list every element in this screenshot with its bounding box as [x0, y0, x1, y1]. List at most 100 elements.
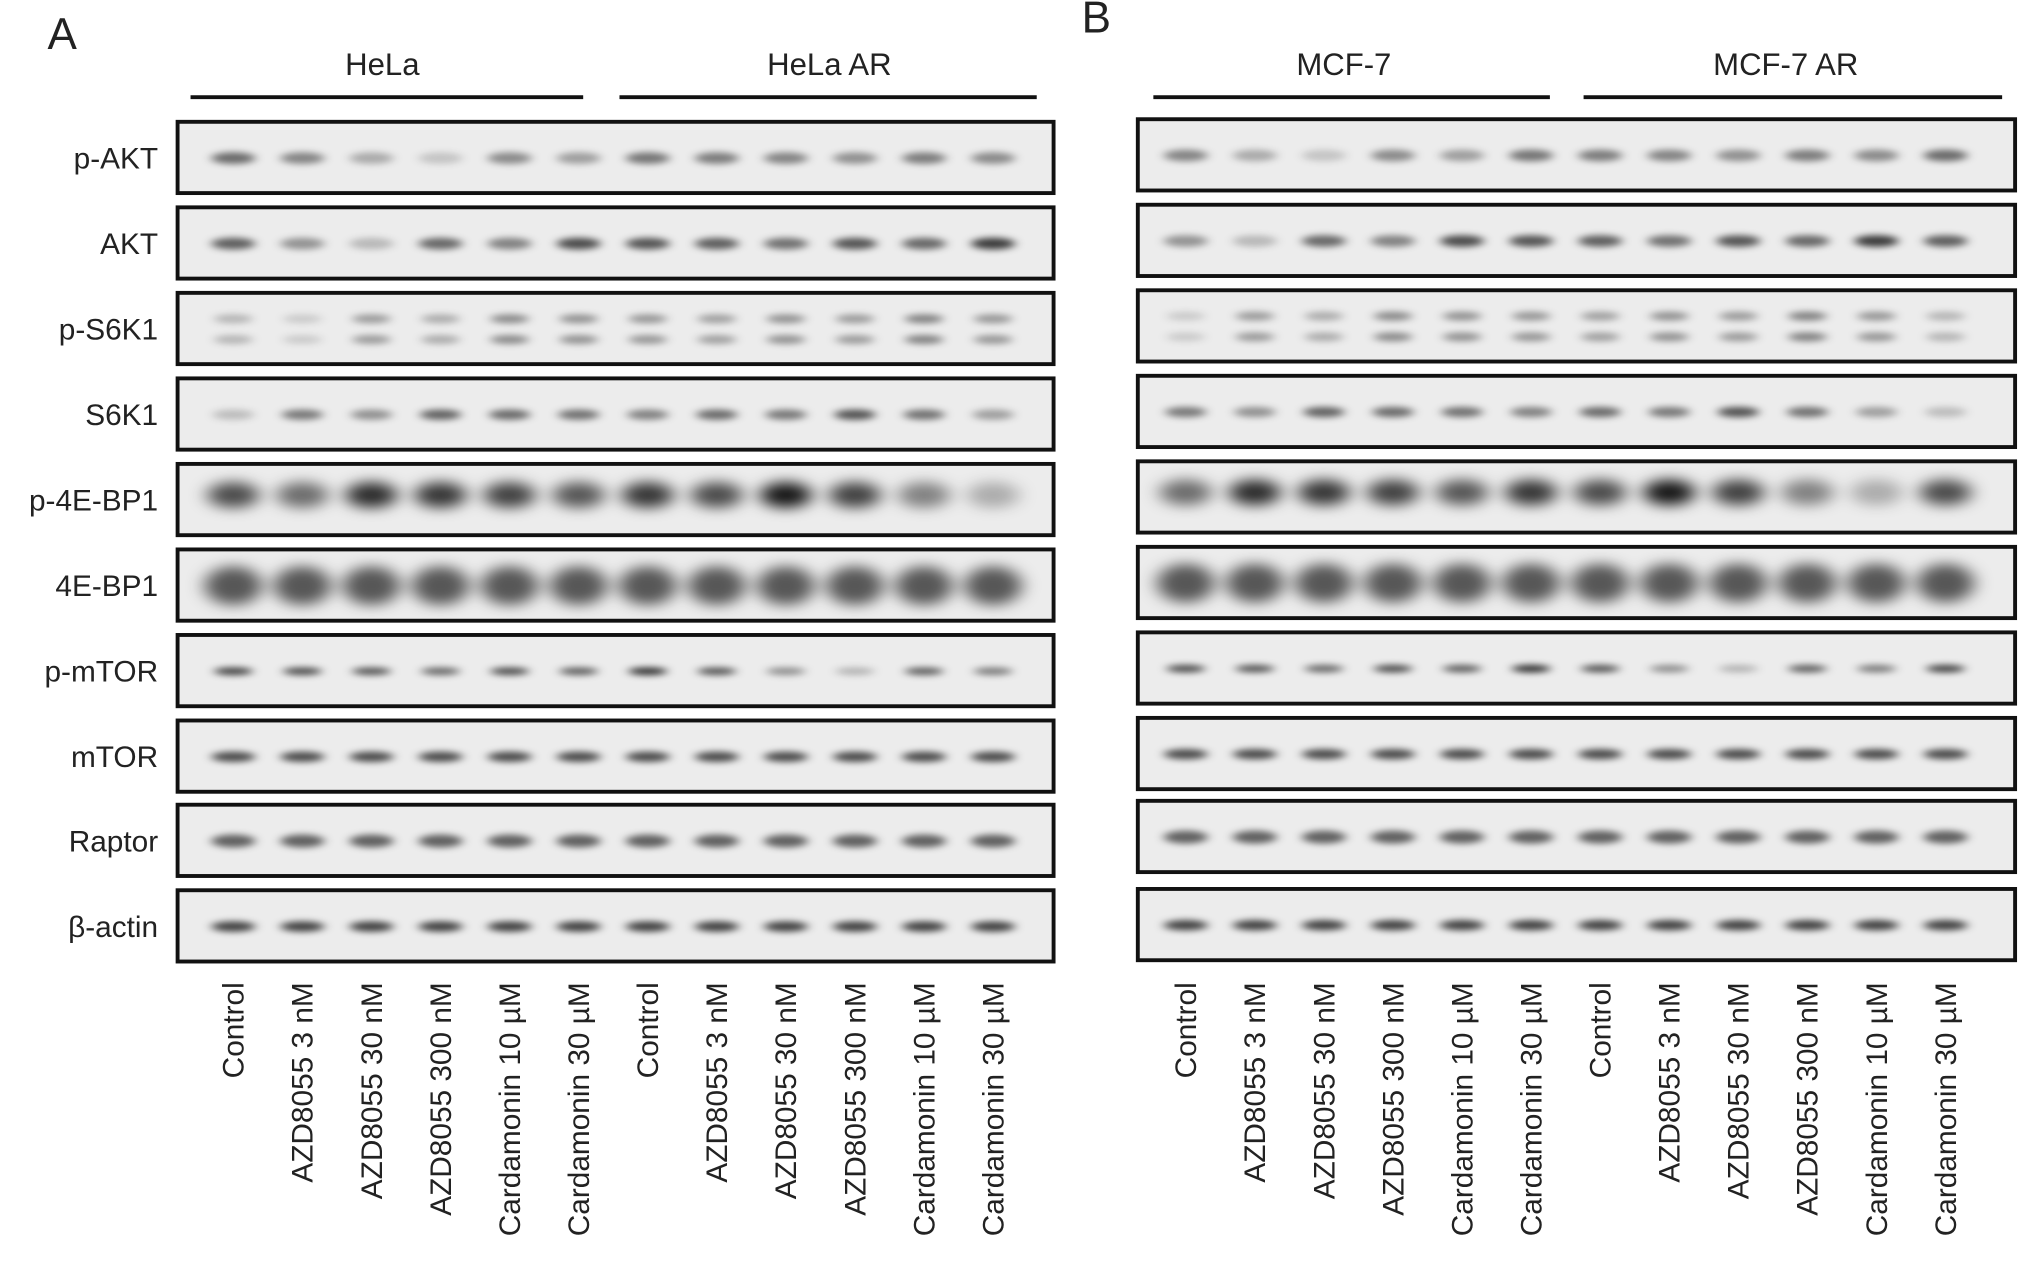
lane-label: AZD8055 300 nM: [1377, 982, 1410, 1216]
bands: [211, 751, 1016, 762]
band: [1578, 920, 1623, 931]
band: [556, 751, 601, 762]
band: [1649, 311, 1689, 321]
band: [1370, 920, 1415, 931]
lane-label: Control: [632, 982, 665, 1078]
band: [1786, 406, 1829, 418]
band: [487, 751, 532, 762]
band: [282, 334, 322, 345]
band: [697, 334, 737, 345]
bands: [1163, 149, 1968, 162]
band: [1301, 149, 1346, 162]
row-label: p-mTOR: [44, 656, 158, 689]
band: [1923, 748, 1968, 760]
band: [757, 566, 815, 606]
band: [625, 152, 670, 164]
band: [973, 334, 1013, 345]
band: [1647, 830, 1692, 844]
row-label: p-AKT: [74, 142, 158, 175]
band: [1854, 149, 1899, 162]
band: [1163, 748, 1208, 760]
row-label: p-4E-BP1: [29, 485, 158, 518]
group-label: MCF-7: [1296, 47, 1391, 82]
band: [763, 921, 808, 932]
band: [1580, 332, 1620, 342]
band: [694, 921, 739, 932]
band: [1649, 332, 1689, 342]
bands: [213, 667, 1013, 676]
band: [835, 667, 875, 676]
band: [1926, 664, 1965, 673]
band: [1716, 748, 1761, 760]
band: [1442, 664, 1482, 673]
band: [1785, 830, 1830, 844]
band: [1850, 479, 1903, 506]
band: [1857, 332, 1896, 342]
bands: [1163, 748, 1968, 760]
band: [1440, 830, 1485, 844]
band: [490, 334, 530, 345]
band: [552, 482, 605, 508]
band: [488, 409, 531, 420]
band: [349, 152, 394, 164]
band: [418, 921, 463, 932]
band: [763, 152, 808, 164]
band: [1442, 332, 1482, 342]
row-label: S6K1: [85, 399, 158, 432]
band: [1647, 920, 1692, 931]
band: [1648, 406, 1690, 418]
band: [1502, 563, 1560, 603]
lane-label: AZD8055 300 nM: [1792, 982, 1825, 1216]
band: [213, 314, 253, 324]
band: [1304, 332, 1344, 342]
band: [282, 314, 322, 324]
band: [276, 482, 329, 508]
band: [766, 314, 806, 324]
band: [1647, 748, 1692, 760]
band: [1441, 406, 1483, 418]
band: [971, 834, 1016, 848]
band: [1364, 563, 1422, 603]
band: [1854, 235, 1899, 247]
band: [1166, 311, 1206, 321]
band: [1304, 311, 1344, 321]
band: [1718, 311, 1758, 321]
band: [418, 152, 463, 164]
band: [1232, 235, 1277, 247]
band: [418, 834, 463, 848]
bands: [212, 409, 1014, 420]
band: [213, 334, 253, 345]
band: [1436, 479, 1488, 506]
band: [832, 152, 877, 164]
band: [281, 409, 324, 420]
band: [1917, 563, 1975, 603]
band: [1442, 311, 1482, 321]
band: [1509, 748, 1554, 760]
band: [280, 152, 325, 164]
band: [628, 667, 668, 676]
band: [1226, 563, 1284, 603]
band: [1440, 235, 1485, 247]
band: [694, 834, 739, 848]
band: [1232, 920, 1277, 931]
band: [483, 482, 536, 508]
band: [904, 334, 944, 345]
band: [1234, 406, 1276, 418]
bands: [1165, 406, 1967, 418]
bands: [207, 482, 1019, 508]
band: [1926, 311, 1965, 321]
lane-label: Cardamonin 30 µM: [1515, 982, 1548, 1236]
band: [280, 751, 325, 762]
band: [1578, 235, 1623, 247]
band: [1165, 406, 1207, 418]
band: [626, 409, 669, 420]
band: [625, 921, 670, 932]
band: [211, 237, 256, 250]
band: [1228, 479, 1281, 506]
band: [559, 667, 599, 676]
band: [694, 237, 739, 250]
row-label: β-actin: [68, 911, 158, 944]
band: [550, 566, 608, 606]
band: [904, 667, 944, 676]
band: [1649, 664, 1689, 673]
